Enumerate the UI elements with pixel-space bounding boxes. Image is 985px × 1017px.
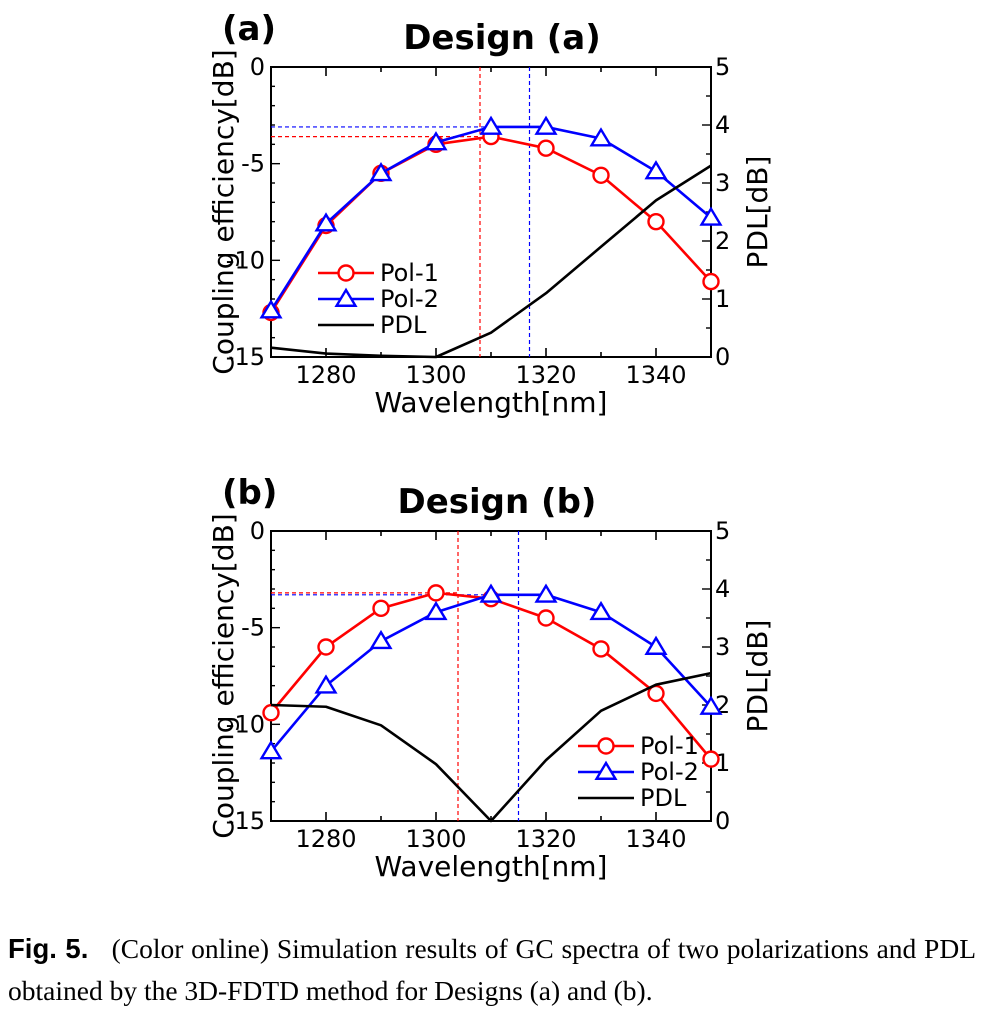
- y-axis-label: Coupling efficiency[dB]: [207, 49, 240, 374]
- data-point-pol-1: [592, 166, 610, 184]
- y2-tick-label: 0: [715, 343, 730, 371]
- chart-title: Design (b): [398, 482, 597, 522]
- y-tick-label: -10: [226, 710, 265, 738]
- y-tick-label: -10: [226, 246, 265, 274]
- x-tick-label: 1320: [515, 825, 576, 853]
- data-point-pol-1: [592, 640, 610, 658]
- data-point-pol-1: [647, 212, 665, 231]
- data-point-pol-1: [537, 609, 555, 627]
- y2-tick-label: 5: [715, 53, 730, 81]
- x-tick-label: 1280: [295, 361, 356, 389]
- x-axis-label: Wavelength[nm]: [375, 850, 608, 883]
- chart-panel-b: (b) Design (b) 1280 1300 1320 1340 0 -5 -10 -15 5 4…: [207, 473, 774, 883]
- y-tick-label: -5: [241, 150, 265, 178]
- series-line-pdl: [270, 164, 712, 359]
- caption-label: Fig. 5.: [8, 933, 89, 964]
- data-point-pol-1: [262, 704, 280, 722]
- data-point-pol-2: [424, 131, 448, 151]
- data-point-pol-1: [317, 638, 335, 656]
- data-point-pol-2: [534, 583, 558, 603]
- data-point-pol-2: [259, 299, 283, 319]
- caption-text: (Color online) Simulation results of GC …: [8, 933, 977, 1006]
- panel-label: (b): [222, 473, 277, 513]
- y2-tick-label: 4: [715, 111, 730, 139]
- data-point-pol-2: [369, 629, 393, 650]
- y-axis-label: Coupling efficiency[dB]: [207, 513, 240, 838]
- y-tick-label: 0: [250, 53, 265, 81]
- chart-title: Design (a): [403, 18, 601, 58]
- x-tick-label: 1300: [405, 825, 466, 853]
- series-line-pdl: [270, 671, 712, 823]
- x-axis-label: Wavelength[nm]: [375, 386, 608, 419]
- data-point-pol-2: [644, 160, 668, 180]
- data-point-pol-1: [427, 584, 445, 602]
- data-point-pol-2: [369, 162, 393, 182]
- x-tick-label: 1340: [625, 361, 686, 389]
- y2-axis-label: PDL[dB]: [741, 620, 774, 733]
- y-tick-label: -15: [226, 807, 265, 835]
- y2-tick-label: 3: [715, 633, 730, 661]
- y2-tick-label: 4: [715, 575, 730, 603]
- data-point-pol-2: [644, 635, 668, 655]
- legend-marker: [334, 287, 358, 307]
- legend-marker: [597, 737, 615, 755]
- legend-label: Pol-2: [640, 758, 699, 786]
- y2-tick-label: 2: [715, 227, 730, 255]
- legend-label: Pol-1: [640, 732, 699, 760]
- y2-tick-label: 0: [715, 807, 730, 835]
- figure-caption: Fig. 5. (Color online) Simulation result…: [8, 928, 976, 1012]
- legend-marker: [594, 760, 618, 780]
- y-tick-label: -5: [241, 614, 265, 642]
- x-tick-label: 1340: [625, 825, 686, 853]
- y2-tick-label: 1: [715, 285, 730, 313]
- data-point-pol-1: [702, 750, 720, 768]
- data-point-pol-2: [479, 115, 503, 135]
- x-tick-label: 1320: [515, 361, 576, 389]
- data-point-pol-1: [372, 599, 390, 618]
- x-tick-label: 1280: [295, 825, 356, 853]
- legend-label: Pol-1: [380, 259, 439, 287]
- series-line-pol-1: [269, 135, 712, 314]
- y-tick-label: -15: [226, 343, 265, 371]
- data-point-pol-2: [479, 583, 503, 603]
- data-point-pol-2: [534, 115, 558, 135]
- data-point-pol-2: [589, 600, 613, 621]
- data-point-pol-2: [314, 212, 338, 232]
- y2-axis-label: PDL[dB]: [741, 156, 774, 269]
- data-point-pol-2: [259, 740, 283, 760]
- y2-tick-label: 3: [715, 169, 730, 197]
- panel-label: (a): [222, 9, 276, 49]
- series-line-pol-2: [270, 593, 712, 753]
- data-point-pol-1: [537, 139, 555, 157]
- x-tick-label: 1300: [405, 361, 466, 389]
- legend-marker: [337, 264, 355, 282]
- figure: (a) Design (a)1280 1300 1320 13400-5-10-1554…: [207, 9, 774, 883]
- legend-label: Pol-2: [380, 285, 439, 313]
- legend-label: PDL: [640, 784, 687, 812]
- legend-label: PDL: [380, 311, 427, 339]
- chart-panel-a: (a) Design (a)1280 1300 1320 13400-5-10-1554…: [207, 9, 774, 419]
- data-point-pol-2: [699, 206, 723, 226]
- data-point-pol-2: [424, 600, 448, 621]
- data-point-pol-2: [699, 695, 723, 715]
- y-tick-label: 0: [250, 517, 265, 545]
- y2-tick-label: 5: [715, 517, 730, 545]
- data-point-pol-1: [702, 272, 720, 291]
- data-point-pol-2: [314, 674, 338, 694]
- series-line-pol-2: [269, 125, 712, 312]
- data-point-pol-2: [589, 127, 613, 147]
